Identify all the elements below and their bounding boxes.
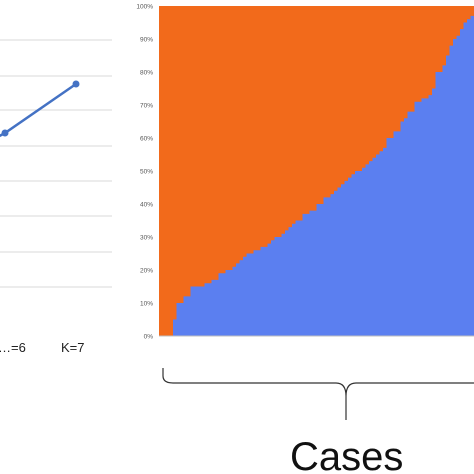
stacked-area-chart: 0% 10% 20% 30% 40% 50% 60% 70% 80% 90% 100% [136, 4, 474, 341]
y-tick-label-2: 20% [140, 268, 153, 275]
line-chart-gridlines [0, 39, 112, 288]
x-category-label-0: …=6 [0, 340, 26, 355]
y-tick-label-0: 0% [144, 334, 154, 341]
line-markers [1, 80, 80, 137]
x-axis-label: Cases [290, 435, 403, 474]
line-chart: …=6 K=7 [0, 39, 112, 355]
cases-bracket [162, 368, 474, 420]
y-tick-label-7: 70% [140, 103, 153, 110]
y-tick-label-5: 50% [140, 169, 153, 176]
y-tick-label-10: 100% [136, 4, 153, 11]
line-point-1 [72, 80, 80, 88]
x-category-label-1: K=7 [61, 340, 85, 355]
y-tick-label-4: 40% [140, 202, 153, 209]
line-series [0, 82, 77, 138]
y-tick-label-8: 80% [140, 70, 153, 77]
y-axis-ticks: 0% 10% 20% 30% 40% 50% 60% 70% 80% 90% 100% [136, 4, 153, 341]
y-tick-label-3: 30% [140, 235, 153, 242]
line-point-0 [1, 129, 9, 137]
lower-area [159, 15, 474, 337]
y-tick-label-1: 10% [140, 301, 153, 308]
y-tick-label-6: 60% [140, 136, 153, 143]
y-tick-label-9: 90% [140, 37, 153, 44]
